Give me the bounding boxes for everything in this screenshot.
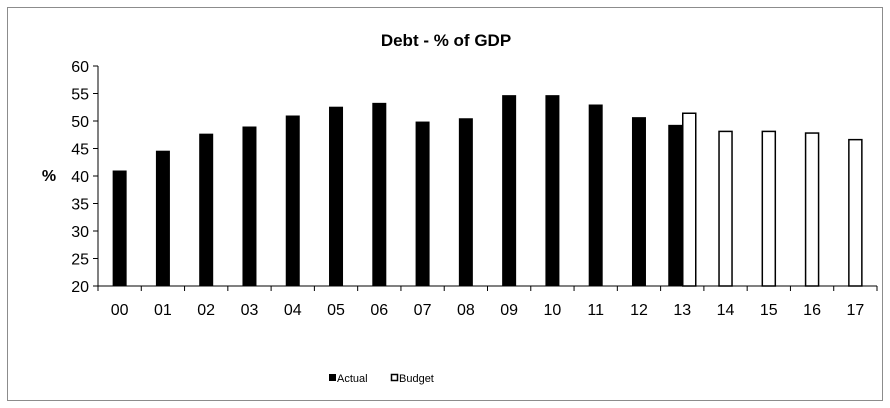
legend-swatch-budget bbox=[390, 373, 399, 382]
x-tick-label: 01 bbox=[154, 302, 172, 319]
bar-actual bbox=[199, 133, 214, 286]
legend-swatch-actual bbox=[329, 374, 336, 381]
chart-title: Debt - % of GDP bbox=[381, 31, 511, 50]
bar-actual bbox=[545, 95, 560, 287]
bar-actual bbox=[372, 102, 387, 286]
x-tick-label: 14 bbox=[717, 302, 735, 319]
chart-frame: Debt - % of GDP % 20 25 30 35 40 45 50 55 60 00 01… bbox=[7, 7, 883, 401]
bar-actual bbox=[458, 118, 473, 286]
bar-actual bbox=[285, 115, 300, 286]
x-tick-label: 13 bbox=[673, 302, 691, 319]
bar-actual bbox=[502, 95, 517, 287]
bar-actual bbox=[242, 126, 257, 286]
legend-label-actual: Actual bbox=[337, 373, 368, 385]
x-tick-label: 11 bbox=[587, 302, 604, 319]
chart-svg: Debt - % of GDP % 20 25 30 35 40 45 50 55 60 00 01… bbox=[42, 31, 878, 385]
y-tick-label: 60 bbox=[71, 59, 89, 76]
legend: Actual Budget bbox=[329, 373, 434, 385]
bar-budget bbox=[682, 112, 697, 287]
x-tick-label: 03 bbox=[241, 302, 259, 319]
x-tick-label: 12 bbox=[630, 302, 648, 319]
bar-budget bbox=[761, 130, 777, 287]
y-tick-label: 45 bbox=[71, 142, 89, 159]
x-tick-label: 16 bbox=[803, 302, 821, 319]
y-tick-label: 30 bbox=[71, 224, 89, 241]
x-tick-label: 09 bbox=[500, 302, 518, 319]
x-tick-label: 10 bbox=[544, 302, 562, 319]
bar-actual bbox=[588, 104, 603, 286]
y-tick-label: 35 bbox=[71, 197, 89, 214]
bar-actual bbox=[329, 106, 344, 286]
bar-actual bbox=[155, 150, 170, 286]
legend-label-budget: Budget bbox=[399, 373, 434, 385]
x-tick-label: 02 bbox=[197, 302, 215, 319]
x-tick-label: 15 bbox=[760, 302, 778, 319]
bar-actual bbox=[631, 117, 646, 287]
x-tick-label: 07 bbox=[414, 302, 432, 319]
x-tick-label: 06 bbox=[370, 302, 388, 319]
y-tick-label: 55 bbox=[71, 87, 89, 104]
bar-actual bbox=[415, 121, 430, 286]
y-tick-label: 20 bbox=[71, 279, 89, 296]
x-tick-label: 00 bbox=[111, 302, 129, 319]
y-tick-label: 25 bbox=[71, 252, 89, 269]
bar-budget bbox=[718, 130, 733, 287]
x-tick-label: 08 bbox=[457, 302, 475, 319]
x-tick-label: 04 bbox=[284, 302, 302, 319]
y-tick-label: 50 bbox=[71, 114, 89, 131]
x-tick-label: 17 bbox=[846, 302, 864, 319]
plot-area: 20 25 30 35 40 45 50 55 60 00 01 02 03 04 05 06 07 08 09 10… bbox=[71, 59, 878, 319]
y-tick-label: 40 bbox=[71, 169, 89, 186]
bar-budget bbox=[804, 132, 820, 287]
bar-budget bbox=[848, 138, 863, 287]
bar-actual bbox=[112, 170, 127, 286]
y-axis-label: % bbox=[42, 168, 56, 185]
bar-actual bbox=[668, 124, 683, 286]
x-tick-label: 05 bbox=[327, 302, 345, 319]
